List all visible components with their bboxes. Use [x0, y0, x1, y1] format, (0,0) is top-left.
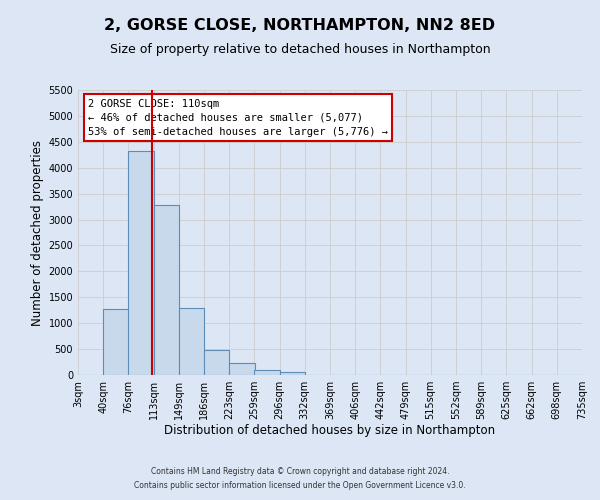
Bar [179, 308, 204, 375]
Y-axis label: Number of detached properties: Number of detached properties [31, 140, 44, 326]
Text: Contains HM Land Registry data © Crown copyright and database right 2024.: Contains HM Land Registry data © Crown c… [151, 467, 449, 476]
Bar [103, 309, 129, 375]
Bar [204, 350, 229, 375]
Bar [128, 150, 154, 375]
Bar [154, 204, 179, 375]
Text: 2, GORSE CLOSE, NORTHAMPTON, NN2 8ED: 2, GORSE CLOSE, NORTHAMPTON, NN2 8ED [104, 18, 496, 32]
Text: Size of property relative to detached houses in Northampton: Size of property relative to detached ho… [110, 42, 490, 56]
Bar [229, 363, 255, 375]
Bar [254, 370, 280, 375]
Bar [280, 372, 305, 375]
Text: Contains public sector information licensed under the Open Government Licence v3: Contains public sector information licen… [134, 481, 466, 490]
Text: 2 GORSE CLOSE: 110sqm
← 46% of detached houses are smaller (5,077)
53% of semi-d: 2 GORSE CLOSE: 110sqm ← 46% of detached … [88, 98, 388, 136]
X-axis label: Distribution of detached houses by size in Northampton: Distribution of detached houses by size … [164, 424, 496, 436]
